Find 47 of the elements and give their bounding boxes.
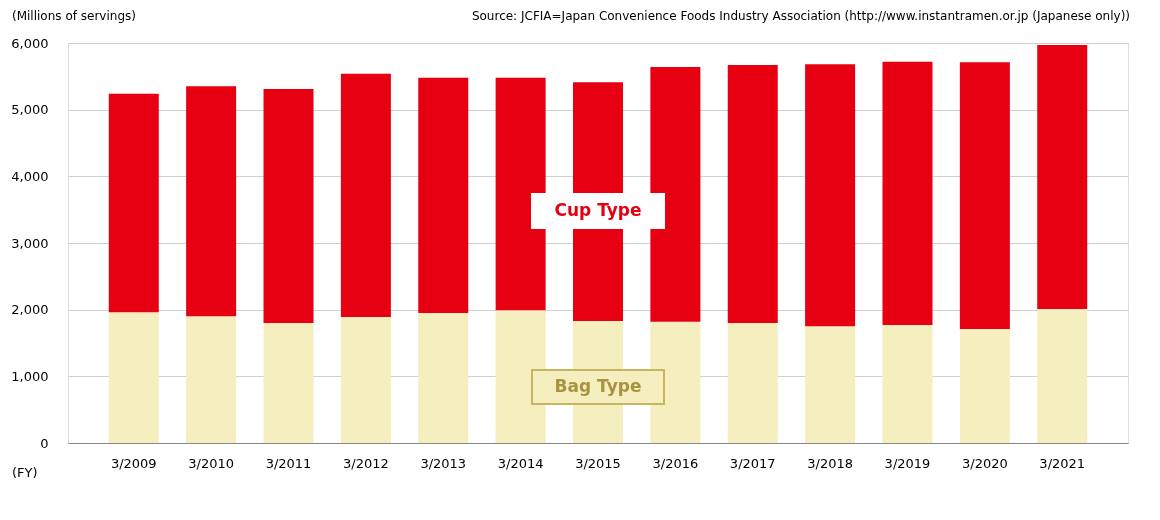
bar [959, 329, 1010, 443]
bar [186, 316, 237, 443]
bar [650, 67, 701, 322]
bar [263, 323, 314, 443]
x-tick-label: 3/2019 [884, 455, 931, 471]
bar [418, 313, 469, 443]
bar [495, 77, 546, 311]
y-tick-label: 1,000 [11, 368, 49, 384]
x-tick-label: 3/2009 [110, 455, 157, 471]
bar [418, 77, 469, 313]
x-tick-label: 3/2021 [1039, 455, 1086, 471]
bar [340, 73, 391, 317]
bar [805, 64, 856, 327]
y-tick-label: 3,000 [11, 235, 49, 251]
bar [263, 89, 314, 323]
x-tick-label: 3/2015 [575, 455, 621, 471]
bar [882, 61, 933, 325]
x-tick-label: 3/2018 [807, 455, 853, 471]
x-tick-label: 3/2010 [188, 455, 235, 471]
bar [882, 325, 933, 443]
y-tick-label: 6,000 [11, 35, 49, 51]
y-tick-label: 5,000 [11, 102, 49, 118]
x-tick-label: 3/2011 [265, 455, 312, 471]
bar [1037, 309, 1088, 443]
x-tick-label: 3/2013 [420, 455, 467, 471]
series-label: Bag Type [554, 376, 642, 396]
x-tick-label: 3/2012 [343, 455, 389, 471]
bar [186, 86, 237, 317]
y-tick-label: 2,000 [11, 302, 49, 318]
bar [108, 312, 159, 443]
x-axis-title: (FY) [12, 465, 38, 480]
bar [959, 62, 1010, 329]
y-axis-title: (Millions of servings) [12, 9, 136, 23]
series-label: Cup Type [554, 200, 642, 220]
bar [805, 326, 856, 443]
x-tick-label: 3/2020 [961, 455, 1008, 471]
y-tick-label: 0 [40, 435, 49, 451]
bar [727, 323, 778, 443]
y-tick-label: 4,000 [11, 168, 49, 184]
bar [727, 65, 778, 323]
x-tick-label: 3/2014 [497, 455, 544, 471]
source-note: Source: JCFIA=Japan Convenience Foods Industry Association (http://www.instantramen.or.jp (Japanese only)) [471, 9, 1130, 23]
bar [108, 93, 159, 313]
bar [1037, 45, 1088, 309]
x-tick-label: 3/2016 [652, 455, 699, 471]
x-tick-label: 3/2017 [729, 455, 776, 471]
bar [340, 317, 391, 443]
